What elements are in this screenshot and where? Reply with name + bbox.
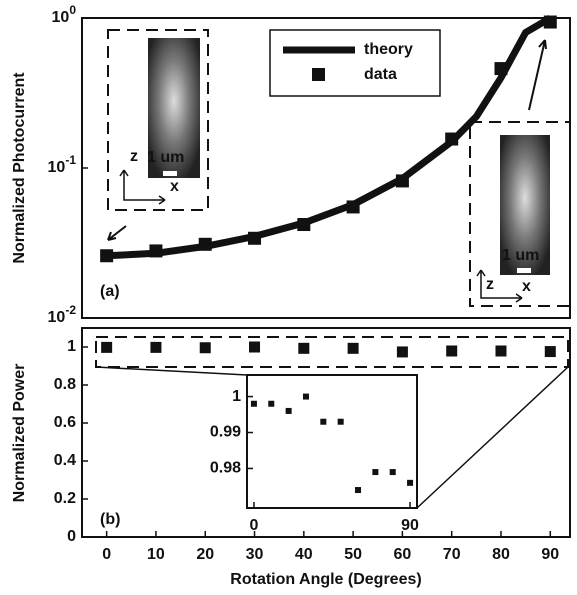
x-tick-label: 30 bbox=[246, 546, 264, 563]
data-point bbox=[445, 133, 458, 146]
data-point bbox=[251, 401, 257, 407]
data-point bbox=[348, 343, 359, 354]
panel-label: (a) bbox=[100, 283, 120, 300]
legend-label: data bbox=[364, 66, 397, 83]
x-tick-label: 40 bbox=[295, 546, 313, 563]
y-tick-label: 1 bbox=[67, 338, 76, 355]
x-tick-label: 90 bbox=[401, 517, 419, 534]
legend bbox=[270, 30, 440, 96]
scale-bar bbox=[517, 268, 531, 273]
y-tick-label: 100 bbox=[52, 3, 77, 26]
data-point bbox=[390, 469, 396, 475]
y-axis-label: Normalized Photocurrent bbox=[11, 72, 28, 264]
data-point bbox=[298, 343, 309, 354]
data-point bbox=[446, 345, 457, 356]
data-point bbox=[338, 419, 344, 425]
data-point bbox=[494, 62, 507, 75]
data-point bbox=[200, 342, 211, 353]
data-point bbox=[355, 487, 361, 493]
legend-marker bbox=[312, 68, 325, 81]
legend-label: theory bbox=[364, 41, 413, 58]
chart: Normalized Photocurrent Normalized Power… bbox=[0, 0, 577, 595]
x-tick-label: 60 bbox=[394, 546, 412, 563]
y-tick-label: 0.4 bbox=[54, 452, 76, 469]
y-tick-label: 0 bbox=[67, 528, 76, 545]
y-axis-label: Normalized Power bbox=[11, 364, 28, 503]
data-point bbox=[396, 174, 409, 187]
data-point bbox=[347, 200, 360, 213]
inset-label: x bbox=[170, 178, 179, 195]
data-point bbox=[407, 480, 413, 486]
x-tick-label: 80 bbox=[492, 546, 510, 563]
x-tick-label: 0 bbox=[102, 546, 111, 563]
data-point bbox=[297, 218, 310, 231]
y-tick-label: 0.98 bbox=[210, 460, 241, 477]
inset-frame bbox=[247, 375, 417, 508]
y-tick-label: 0.6 bbox=[54, 414, 76, 431]
y-tick-label: 0.8 bbox=[54, 376, 76, 393]
arrow bbox=[108, 226, 126, 240]
data-point bbox=[286, 408, 292, 414]
data-point bbox=[149, 244, 162, 257]
data-point bbox=[303, 394, 309, 400]
data-point bbox=[249, 342, 260, 353]
x-tick-label: 70 bbox=[443, 546, 461, 563]
data-point bbox=[545, 346, 556, 357]
x-tick-label: 90 bbox=[541, 546, 559, 563]
x-tick-label: 10 bbox=[147, 546, 165, 563]
inset-label: z bbox=[130, 148, 138, 165]
data-point bbox=[268, 401, 274, 407]
data-point bbox=[372, 469, 378, 475]
inset-label: 1 um bbox=[502, 247, 539, 264]
y-tick-label: 1 bbox=[232, 388, 241, 405]
data-point bbox=[248, 232, 261, 245]
arrow bbox=[529, 40, 546, 110]
x-tick-label: 50 bbox=[344, 546, 362, 563]
data-point bbox=[100, 249, 113, 262]
data-point bbox=[101, 342, 112, 353]
scale-bar bbox=[163, 171, 177, 176]
x-tick-label: 0 bbox=[249, 517, 258, 534]
inset-label: z bbox=[486, 276, 494, 293]
x-tick-label: 20 bbox=[196, 546, 214, 563]
data-point bbox=[397, 346, 408, 357]
data-point bbox=[544, 16, 557, 29]
inset-label: x bbox=[522, 278, 531, 295]
y-tick-label: 10-1 bbox=[48, 153, 77, 176]
inset-label: 1 um bbox=[147, 149, 184, 166]
y-tick-label: 0.99 bbox=[210, 424, 241, 441]
panel-label: (b) bbox=[100, 511, 120, 528]
y-tick-label: 10-2 bbox=[48, 303, 77, 326]
data-point bbox=[320, 419, 326, 425]
x-axis-label: Rotation Angle (Degrees) bbox=[230, 571, 421, 588]
y-tick-label: 0.2 bbox=[54, 490, 76, 507]
data-point bbox=[199, 238, 212, 251]
data-point bbox=[495, 345, 506, 356]
data-point bbox=[150, 342, 161, 353]
